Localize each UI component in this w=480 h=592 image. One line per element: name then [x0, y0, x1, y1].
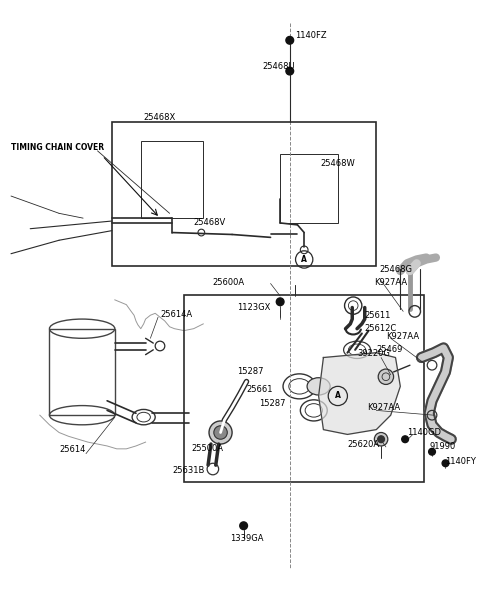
Text: 25614A: 25614A [160, 310, 192, 318]
Text: A: A [301, 255, 307, 264]
Text: K927AA: K927AA [367, 403, 400, 412]
Circle shape [378, 369, 394, 384]
Text: TIMING CHAIN COVER: TIMING CHAIN COVER [11, 143, 104, 153]
Circle shape [240, 522, 248, 530]
Circle shape [378, 436, 384, 443]
Bar [184, 295, 424, 482]
Text: 25468G: 25468G [379, 265, 412, 274]
Bar [112, 122, 376, 266]
Bar [141, 141, 203, 218]
Text: K927AA: K927AA [374, 278, 408, 287]
Circle shape [374, 433, 388, 446]
Text: 25468X: 25468X [144, 112, 176, 122]
Circle shape [429, 448, 435, 455]
Text: 25600A: 25600A [213, 278, 245, 287]
Text: 25612C: 25612C [365, 324, 397, 333]
Text: 1339GA: 1339GA [230, 534, 264, 543]
Polygon shape [319, 353, 400, 435]
Bar [280, 154, 338, 223]
Text: 39220G: 39220G [357, 349, 390, 358]
Text: K927AA: K927AA [386, 332, 419, 341]
Bar [49, 329, 115, 415]
Text: 25500A: 25500A [192, 445, 224, 453]
Text: 15287: 15287 [259, 399, 286, 408]
Text: 91990: 91990 [429, 442, 456, 452]
Text: 25611: 25611 [365, 311, 391, 320]
Circle shape [276, 298, 284, 305]
Text: 25620A: 25620A [348, 439, 380, 449]
Text: 1140FZ: 1140FZ [296, 31, 327, 40]
Text: A: A [335, 391, 341, 400]
Circle shape [209, 421, 232, 444]
Ellipse shape [307, 378, 330, 395]
Circle shape [286, 37, 294, 44]
Circle shape [402, 436, 408, 443]
Text: 1140FY: 1140FY [445, 457, 476, 466]
Text: 25468U: 25468U [263, 62, 296, 71]
Text: 1123GX: 1123GX [237, 303, 270, 312]
Text: 25614: 25614 [59, 445, 85, 454]
Text: 25468W: 25468W [321, 159, 355, 168]
Text: 25631B: 25631B [172, 466, 205, 475]
Circle shape [214, 426, 228, 439]
Circle shape [286, 67, 294, 75]
Text: 25469: 25469 [376, 345, 403, 355]
Circle shape [442, 460, 449, 466]
Text: 25661: 25661 [247, 385, 273, 394]
Text: 15287: 15287 [237, 368, 264, 377]
Text: 1140GD: 1140GD [407, 428, 441, 437]
Text: 25468V: 25468V [193, 218, 226, 227]
